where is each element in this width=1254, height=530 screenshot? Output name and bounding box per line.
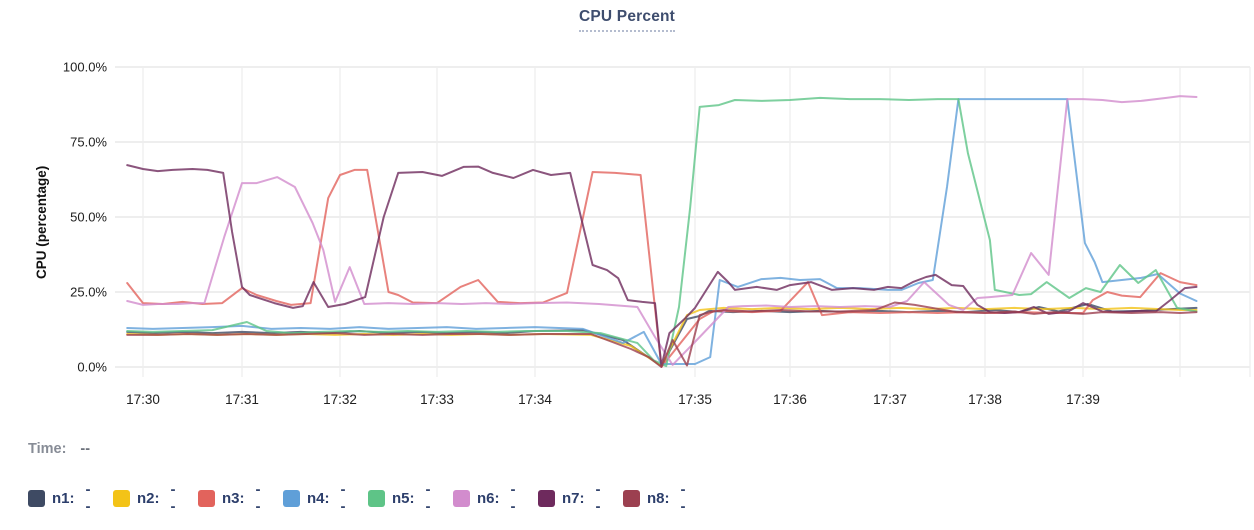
legend-item-n1[interactable]: n1: -- <box>28 481 93 515</box>
legend-swatch-n2 <box>113 489 130 507</box>
page-title[interactable]: CPU Percent <box>578 8 676 32</box>
x-axis-tick-label: 17:30 <box>126 392 160 407</box>
legend-series-value: -- <box>680 481 686 515</box>
x-axis-tick-label: 17:33 <box>420 392 454 407</box>
legend-series-name: n8: <box>647 489 670 507</box>
x-axis-tick-label: 17:37 <box>873 392 907 407</box>
cpu-line-chart[interactable]: 0.0% 25.0% 50.0% 75.0% 100.0% 17:30 17:31 17:32… <box>0 0 1254 425</box>
x-axis-tick-label: 17:39 <box>1066 392 1100 407</box>
legend-item-n5[interactable]: n5: -- <box>368 481 433 515</box>
legend-swatch-n3 <box>198 489 215 507</box>
y-axis-tick-label: 75.0% <box>70 135 107 150</box>
y-axis-tick-label: 0.0% <box>77 360 107 375</box>
legend-series-value: -- <box>255 481 261 515</box>
legend-series-value: -- <box>595 481 601 515</box>
legend-series-name: n1: <box>52 489 75 507</box>
x-axis-tick-label: 17:35 <box>678 392 712 407</box>
legend-item-n3[interactable]: n3: -- <box>198 481 263 515</box>
legend-series-value: -- <box>85 481 91 515</box>
x-axis-tick-label: 17:36 <box>773 392 807 407</box>
legend-series-value: -- <box>510 481 516 515</box>
chart-header: CPU Percent <box>0 8 1254 32</box>
legend-series-name: n2: <box>137 489 160 507</box>
x-axis-tick-label: 17:38 <box>968 392 1002 407</box>
legend-swatch-n6 <box>453 489 470 507</box>
series-line-n6 <box>126 95 1198 366</box>
legend-series-value: -- <box>340 481 346 515</box>
series-line-n2 <box>126 306 1198 368</box>
legend-swatch-n1 <box>28 489 45 507</box>
legend-series-name: n7: <box>562 489 585 507</box>
legend-series-name: n3: <box>222 489 245 507</box>
legend-item-n8[interactable]: n8: -- <box>623 481 688 515</box>
legend-swatch-n8 <box>623 489 640 507</box>
legend-series-name: n4: <box>307 489 330 507</box>
legend-item-n2[interactable]: n2: -- <box>113 481 178 515</box>
series-line-n4 <box>126 98 1198 365</box>
time-value: -- <box>80 441 91 457</box>
legend-series-value: -- <box>170 481 176 515</box>
legend-item-n4[interactable]: n4: -- <box>283 481 348 515</box>
x-axis-tick-label: 17:32 <box>323 392 357 407</box>
time-label: Time: <box>28 441 67 457</box>
y-axis-tick-label: 100.0% <box>63 60 108 75</box>
series-line-n3 <box>126 168 1198 368</box>
series-line-n7 <box>126 164 1198 368</box>
legend-series-value: -- <box>425 481 431 515</box>
series-line-n5 <box>126 96 1198 368</box>
legend-swatch-n5 <box>368 489 385 507</box>
legend-swatch-n4 <box>283 489 300 507</box>
series-line-n8 <box>126 301 1198 368</box>
y-axis-tick-label: 50.0% <box>70 210 107 225</box>
legend-series-name: n6: <box>477 489 500 507</box>
chart-legend: n1: -- n2: -- n3: -- n4: -- n5: -- n6: -- n7: -- n8: -- <box>28 481 688 515</box>
x-axis-tick-label: 17:34 <box>518 392 552 407</box>
legend-item-n7[interactable]: n7: -- <box>538 481 603 515</box>
legend-swatch-n7 <box>538 489 555 507</box>
legend-item-n6[interactable]: n6: -- <box>453 481 518 515</box>
x-axis-tick-label: 17:31 <box>225 392 259 407</box>
time-row: Time: -- <box>28 441 90 457</box>
y-axis-title: CPU (percentage) <box>34 166 49 279</box>
legend-series-name: n5: <box>392 489 415 507</box>
y-axis-tick-label: 25.0% <box>70 285 107 300</box>
